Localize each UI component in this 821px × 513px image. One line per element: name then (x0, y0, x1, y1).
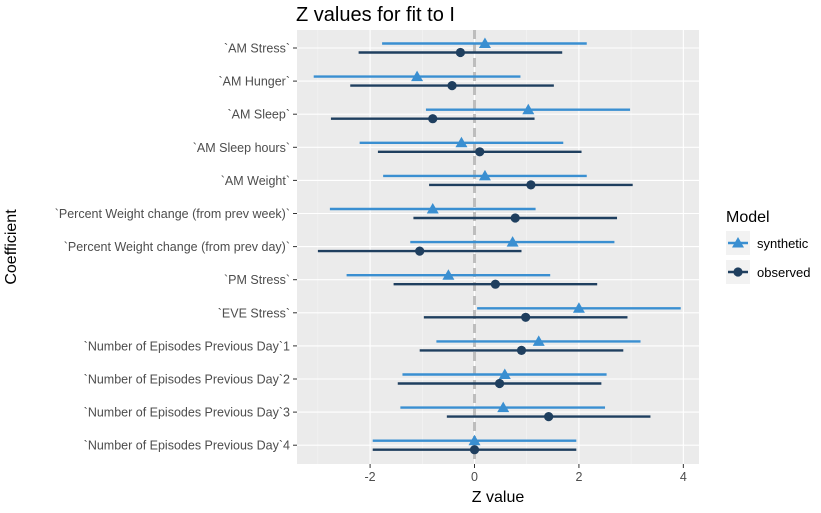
y-tick-label: `Percent Weight change (from prev day)` (64, 240, 290, 254)
observed-point (516, 345, 527, 355)
observed-point (455, 47, 466, 58)
data-marks (313, 37, 681, 455)
synthetic-point (572, 302, 585, 313)
observed-point (510, 213, 520, 223)
y-tick-label: `Number of Episodes Previous Day`4 (84, 439, 290, 453)
observed-point (526, 180, 536, 190)
chart-title: Z values for fit to I (296, 4, 455, 26)
y-tick-label: `Number of Episodes Previous Day`1 (84, 339, 290, 353)
y-tick-label: `AM Hunger` (218, 75, 290, 89)
y-tick-label: `AM Sleep` (227, 108, 290, 122)
synthetic-point (442, 269, 455, 280)
y-tick-label: `Percent Weight change (from prev week)` (55, 207, 290, 221)
y-tick-label: `AM Weight` (221, 174, 290, 188)
synthetic-point (468, 434, 481, 446)
observed-point (428, 114, 438, 124)
synthetic-point (478, 37, 491, 48)
series-synthetic (313, 37, 681, 446)
synthetic-point (532, 335, 545, 346)
y-tick-label: `AM Sleep hours` (193, 141, 290, 155)
observed-point (521, 312, 531, 322)
x-tick-label: 0 (471, 470, 478, 484)
observed-point (447, 81, 457, 91)
observed-point (415, 246, 425, 256)
y-tick-label: `Number of Episodes Previous Day`2 (84, 373, 290, 387)
observed-point (475, 147, 485, 157)
y-tick-label: `EVE Stress` (218, 306, 290, 320)
synthetic-point (497, 401, 510, 413)
x-tick-label: 4 (680, 470, 687, 484)
x-axis-label: Z value (472, 489, 525, 506)
y-tick-label: `Number of Episodes Previous Day`3 (84, 406, 290, 420)
x-tick-labels: -2 0 2 4 (365, 464, 687, 484)
observed-point (469, 445, 480, 455)
legend-key-circle (733, 267, 743, 277)
x-tick-label: 2 (575, 470, 582, 484)
legend: Model synthetic observed (726, 209, 810, 284)
y-tick-label: `PM Stress` (224, 273, 290, 287)
legend-title: Model (726, 209, 770, 226)
y-axis-label: Coefficient (3, 209, 20, 285)
observed-point (544, 412, 554, 422)
synthetic-point (498, 368, 511, 379)
synthetic-point (426, 203, 439, 214)
grid-lines (297, 30, 699, 464)
legend-label-synthetic: synthetic (757, 236, 809, 251)
synthetic-point (506, 236, 519, 247)
synthetic-point (478, 169, 491, 181)
synthetic-point (522, 103, 535, 115)
observed-point (490, 279, 500, 289)
observed-point (494, 378, 505, 389)
y-tick-label: `AM Stress` (224, 42, 290, 56)
synthetic-point (455, 136, 468, 148)
legend-label-observed: observed (757, 265, 810, 280)
x-tick-label: -2 (365, 470, 376, 484)
legend-key-triangle (732, 237, 744, 248)
y-tick-labels: `AM Stress` `AM Hunger` `AM Sleep` `AM Slee… (55, 42, 297, 453)
synthetic-point (411, 70, 424, 82)
series-observed (317, 47, 651, 455)
